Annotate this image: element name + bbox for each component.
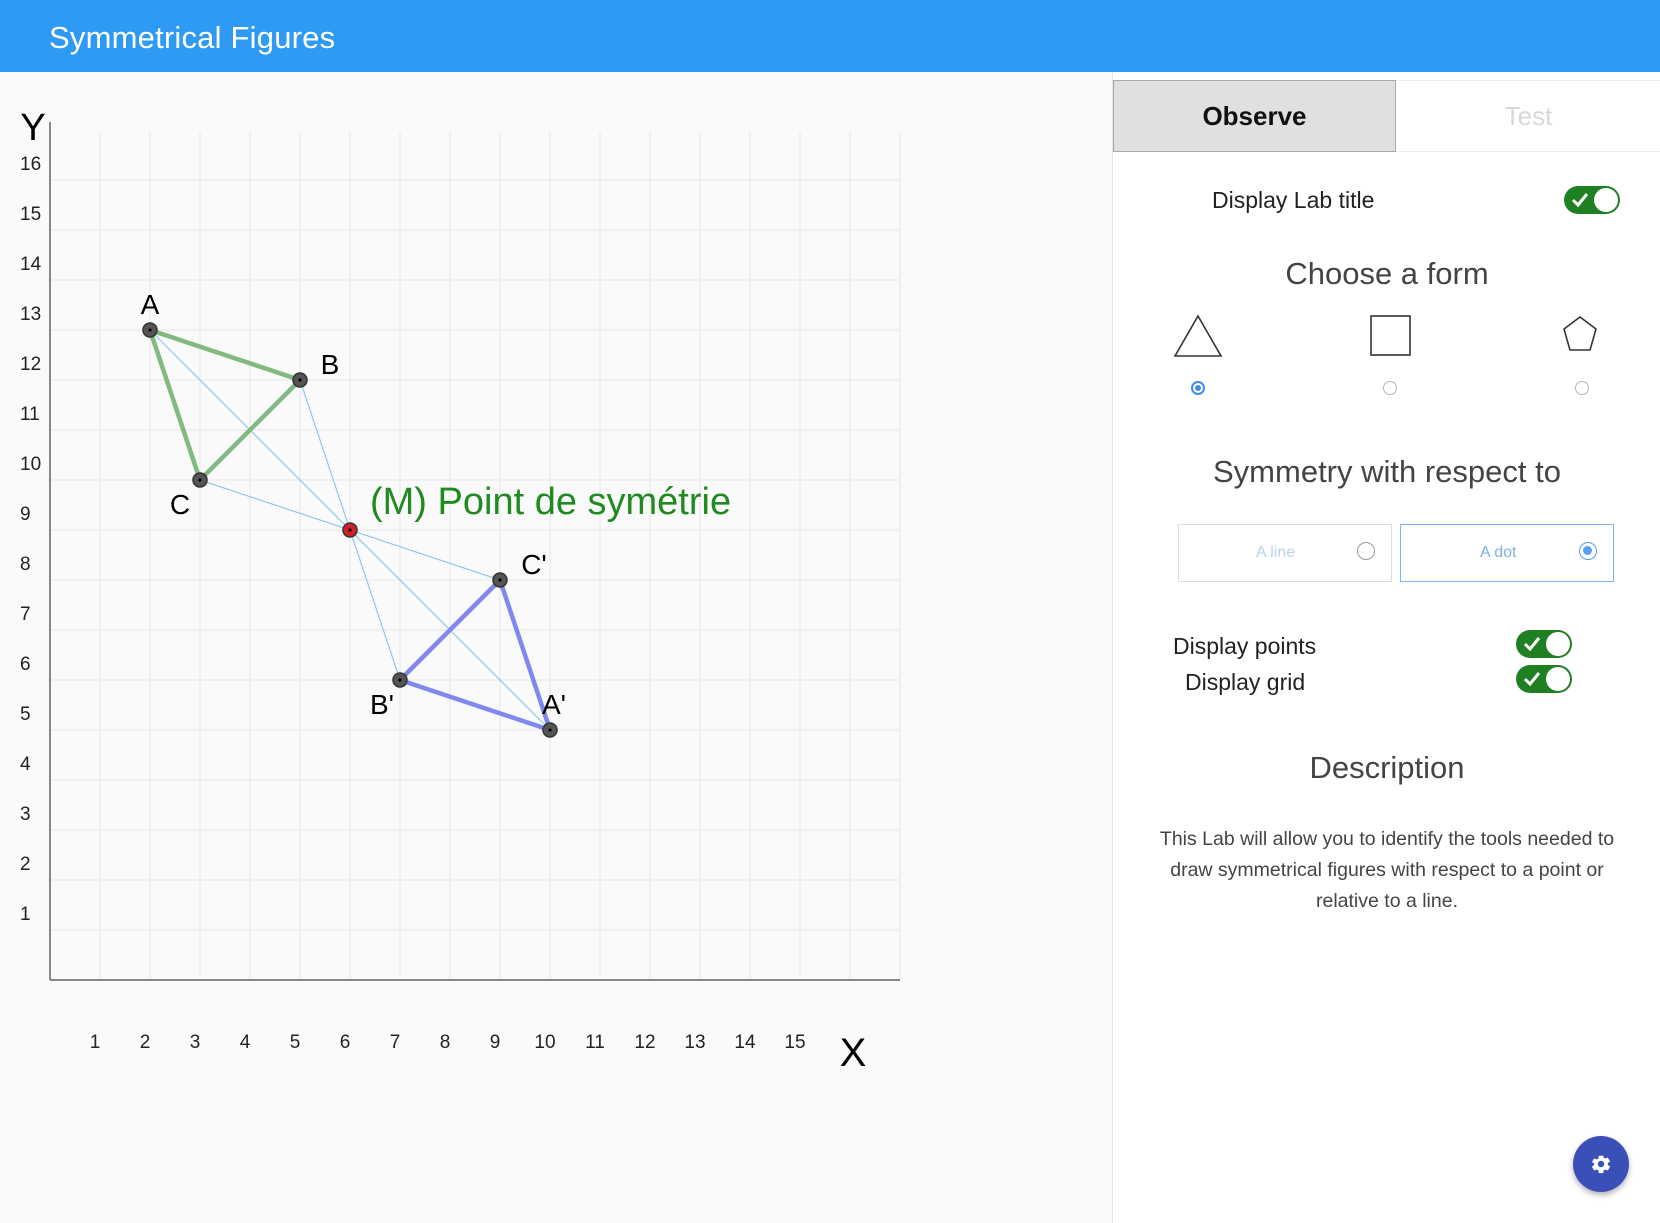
symmetry-dot-radio[interactable]	[1579, 542, 1597, 560]
x-tick-label: 1	[90, 1032, 101, 1053]
x-tick-label: 14	[734, 1032, 756, 1053]
toggle-knob	[1594, 188, 1618, 212]
x-tick-label: 5	[290, 1032, 301, 1053]
y-tick-label: 11	[20, 404, 40, 425]
toggle-knob	[1546, 667, 1570, 691]
vertex-point-dot	[398, 678, 402, 682]
x-tick-label: 10	[534, 1032, 555, 1053]
x-tick-label: 2	[140, 1032, 151, 1053]
display-grid-label: Display grid	[1185, 669, 1306, 695]
x-tick-label: 13	[684, 1032, 705, 1053]
check-icon	[1571, 193, 1589, 208]
display-grid-toggle[interactable]	[1516, 665, 1572, 693]
vertex-point-dot	[298, 378, 302, 382]
y-axis-title: Y	[20, 107, 45, 149]
vertex-point-dot	[548, 728, 552, 732]
pentagon-icon	[1563, 316, 1597, 351]
y-tick-label: 6	[20, 654, 31, 675]
vertex-label: B'	[370, 689, 394, 720]
symmetry-dot-option[interactable]: A dot	[1400, 524, 1614, 582]
description-heading: Description	[1309, 750, 1465, 785]
y-tick-label: 1	[20, 904, 31, 925]
x-tick-label: 9	[490, 1032, 501, 1053]
y-tick-label: 7	[20, 604, 31, 625]
y-tick-label: 16	[20, 154, 41, 175]
app-header: Symmetrical Figures	[0, 0, 1660, 72]
check-icon	[1523, 672, 1541, 687]
triangle-radio[interactable]	[1191, 381, 1205, 395]
mode-tabs: Observe Test	[1113, 80, 1660, 152]
x-tick-label: 12	[634, 1032, 655, 1053]
y-tick-label: 2	[20, 854, 31, 875]
tab-test[interactable]: Test	[1396, 80, 1660, 152]
toggle-knob	[1546, 632, 1570, 656]
center-point-dot	[348, 528, 352, 532]
y-tick-label: 3	[20, 804, 31, 825]
vertex-label: B	[321, 349, 340, 380]
square-radio[interactable]	[1383, 381, 1397, 395]
y-tick-label: 12	[20, 354, 41, 375]
x-tick-label: 15	[784, 1032, 805, 1053]
y-tick-label: 4	[20, 754, 31, 775]
pentagon-radio[interactable]	[1575, 381, 1589, 395]
display-lab-title-label: Display Lab title	[1212, 187, 1375, 213]
triangle-option[interactable]	[1173, 314, 1223, 363]
y-tick-label: 5	[20, 704, 31, 725]
y-tick-label: 9	[20, 504, 31, 525]
display-lab-title-toggle[interactable]	[1564, 186, 1620, 214]
symmetry-heading: Symmetry with respect to	[1213, 454, 1561, 489]
vertex-point-dot	[198, 478, 202, 482]
original-triangle	[147, 327, 303, 483]
y-tick-label: 8	[20, 554, 31, 575]
x-tick-label: 6	[340, 1032, 351, 1053]
gear-icon	[1592, 1155, 1610, 1174]
pentagon-option[interactable]	[1563, 316, 1597, 357]
vertex-point-dot	[148, 328, 152, 332]
display-points-label: Display points	[1173, 633, 1317, 659]
description-text: This Lab will allow you to identify the …	[1159, 828, 1615, 912]
x-axis-title: X	[840, 1031, 867, 1075]
triangle-icon	[1173, 314, 1223, 357]
symmetric-triangle	[397, 577, 553, 733]
square-option[interactable]	[1370, 315, 1412, 362]
vertex-label: C	[170, 489, 190, 520]
display-points-toggle[interactable]	[1516, 630, 1572, 658]
x-tick-label: 4	[240, 1032, 251, 1053]
center-point-label: (M) Point de symétrie	[370, 481, 731, 523]
check-icon	[1523, 637, 1541, 652]
plot-area[interactable]: 1 2 3 4 5 6 7 8 9 10 11 12 13 14 15 1 2 3 4 5 6 7 8 9 10 11 12 13 14…	[0, 72, 1112, 1223]
symmetry-line-label: A line	[1256, 544, 1296, 561]
symmetry-line-radio[interactable]	[1357, 542, 1375, 560]
vertex-label: A	[141, 289, 160, 320]
y-tick-label: 13	[20, 304, 41, 325]
choose-form-heading: Choose a form	[1285, 256, 1489, 291]
coordinate-plane[interactable]: 1 2 3 4 5 6 7 8 9 10 11 12 13 14 151234567891011121314…	[0, 72, 1112, 1223]
vertex-label: A'	[542, 689, 566, 720]
x-tick-label: 3	[190, 1032, 201, 1053]
square-icon	[1370, 315, 1411, 356]
app-title: Symmetrical Figures	[49, 20, 336, 55]
settings-button[interactable]	[1573, 1136, 1629, 1192]
x-tick-label: 11	[585, 1032, 605, 1053]
control-panel: Observe Test Display Lab title Choose a …	[1112, 72, 1660, 1223]
tab-observe[interactable]: Observe	[1113, 80, 1396, 152]
y-tick-label: 15	[20, 204, 41, 225]
y-tick-label: 14	[20, 254, 42, 275]
symmetry-dot-label: A dot	[1480, 544, 1517, 561]
vertex-point-dot	[498, 578, 502, 582]
symmetry-line-option[interactable]: A line	[1178, 524, 1392, 582]
x-tick-label: 8	[440, 1032, 451, 1053]
vertex-label: C'	[521, 549, 547, 580]
y-tick-label: 10	[20, 454, 41, 475]
x-tick-label: 7	[390, 1032, 401, 1053]
